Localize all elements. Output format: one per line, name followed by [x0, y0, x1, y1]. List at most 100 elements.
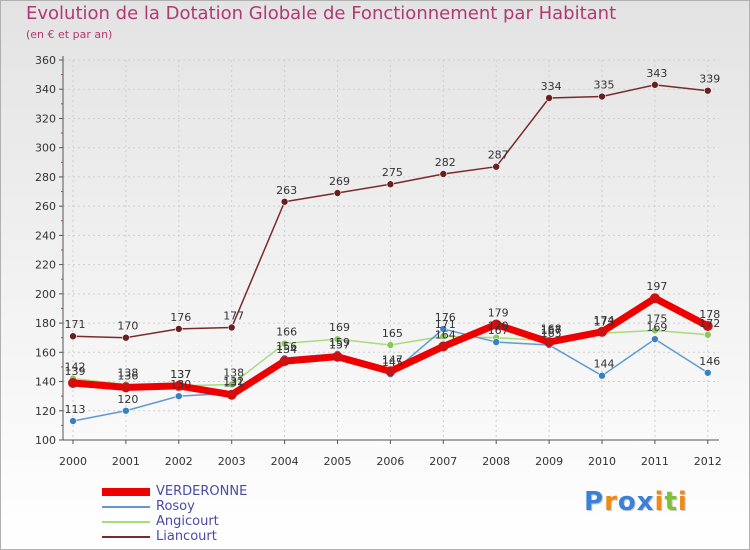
legend-swatch: [102, 521, 150, 523]
legend-label: Angicourt: [156, 514, 219, 529]
data-label: 167: [541, 324, 562, 337]
y-tick-label: 200: [35, 288, 56, 301]
data-point: [438, 341, 449, 352]
data-point: [598, 371, 606, 380]
y-tick-label: 140: [35, 376, 56, 389]
data-label: 167: [488, 324, 509, 337]
legend-swatch: [102, 488, 150, 496]
data-point: [651, 326, 659, 335]
data-point: [173, 380, 184, 391]
data-point: [279, 356, 290, 367]
data-point: [545, 94, 553, 102]
data-label: 197: [646, 280, 667, 293]
data-label: 132: [223, 375, 244, 388]
y-tick-label: 360: [35, 54, 56, 67]
data-label: 164: [435, 328, 456, 341]
data-point: [385, 366, 396, 377]
proxiti-logo: Proxiti: [584, 487, 688, 517]
logo-letter: i: [677, 487, 688, 517]
data-label: 157: [329, 339, 350, 352]
data-point: [598, 92, 606, 101]
data-label: 136: [117, 369, 138, 382]
data-point: [492, 338, 501, 346]
legend-label: Rosoy: [156, 499, 195, 514]
data-label: 139: [65, 365, 86, 378]
data-label: 179: [488, 307, 509, 320]
legend-item: Rosoy: [102, 499, 302, 514]
chart-subtitle: (en € et par an): [26, 28, 113, 41]
data-point: [122, 333, 130, 342]
data-label: 169: [329, 321, 350, 334]
data-label: 178: [699, 308, 720, 321]
legend-swatch: [102, 506, 150, 508]
x-tick-label: 2007: [429, 455, 457, 468]
data-label: 176: [170, 311, 191, 324]
data-label: 165: [541, 327, 562, 340]
data-label: 165: [382, 327, 403, 340]
data-label: 113: [65, 403, 86, 416]
data-label: 166: [276, 326, 297, 339]
data-label: 343: [646, 67, 667, 80]
legend-label: VERDERONNE: [156, 484, 248, 499]
logo-letter: r: [604, 487, 618, 517]
data-label: 168: [541, 323, 562, 336]
data-label: 170: [117, 320, 138, 333]
data-label: 169: [646, 321, 667, 334]
y-tick-label: 260: [35, 200, 56, 213]
data-point: [227, 380, 236, 389]
x-tick-label: 2009: [535, 455, 563, 468]
legend-label: Liancourt: [156, 529, 217, 544]
x-tick-label: 2003: [218, 455, 246, 468]
legend-item: Liancourt: [102, 529, 302, 544]
x-tick-label: 2008: [482, 455, 510, 468]
data-point: [597, 326, 607, 337]
data-point: [386, 180, 395, 189]
data-point: [68, 378, 78, 388]
data-point: [439, 170, 448, 178]
legend: VERDERONNE Rosoy Angicourt Liancourt: [102, 484, 302, 544]
data-label: 175: [646, 312, 667, 325]
x-tick-label: 2002: [165, 455, 193, 468]
data-point: [492, 162, 501, 171]
data-point: [702, 321, 713, 331]
data-label: 144: [594, 358, 615, 371]
x-tick-label: 2001: [112, 455, 140, 468]
data-point: [69, 332, 77, 341]
data-label: 131: [223, 377, 244, 390]
data-point: [122, 406, 130, 415]
y-tick-label: 340: [35, 83, 56, 96]
data-label: 147: [382, 353, 403, 366]
y-tick-label: 320: [35, 112, 56, 125]
data-label: 138: [223, 366, 244, 379]
data-label: 176: [435, 311, 456, 324]
data-label: 146: [699, 355, 720, 368]
logo-letter: x: [636, 487, 655, 517]
data-point: [649, 293, 660, 304]
y-tick-label: 160: [35, 346, 56, 359]
data-label: 339: [699, 73, 720, 86]
data-point: [120, 382, 131, 393]
y-tick-label: 280: [35, 171, 56, 184]
data-point: [226, 389, 237, 400]
data-label: 130: [170, 378, 191, 391]
y-tick-label: 120: [35, 405, 56, 418]
data-point: [69, 417, 77, 425]
x-tick-label: 2012: [694, 455, 722, 468]
data-point: [333, 189, 342, 197]
data-point: [175, 392, 183, 400]
data-point: [439, 325, 448, 333]
data-point: [703, 368, 712, 377]
data-point: [227, 323, 236, 332]
logo-letter: P: [584, 487, 605, 517]
data-label: 120: [117, 393, 138, 406]
data-label: 171: [435, 318, 456, 331]
data-label: 171: [65, 318, 86, 331]
data-point: [280, 197, 289, 206]
data-label: 137: [170, 368, 191, 381]
data-point: [280, 339, 289, 348]
y-tick-label: 220: [35, 259, 56, 272]
data-label: 269: [329, 175, 350, 188]
data-label: 154: [276, 343, 297, 356]
data-label: 156: [276, 340, 297, 353]
